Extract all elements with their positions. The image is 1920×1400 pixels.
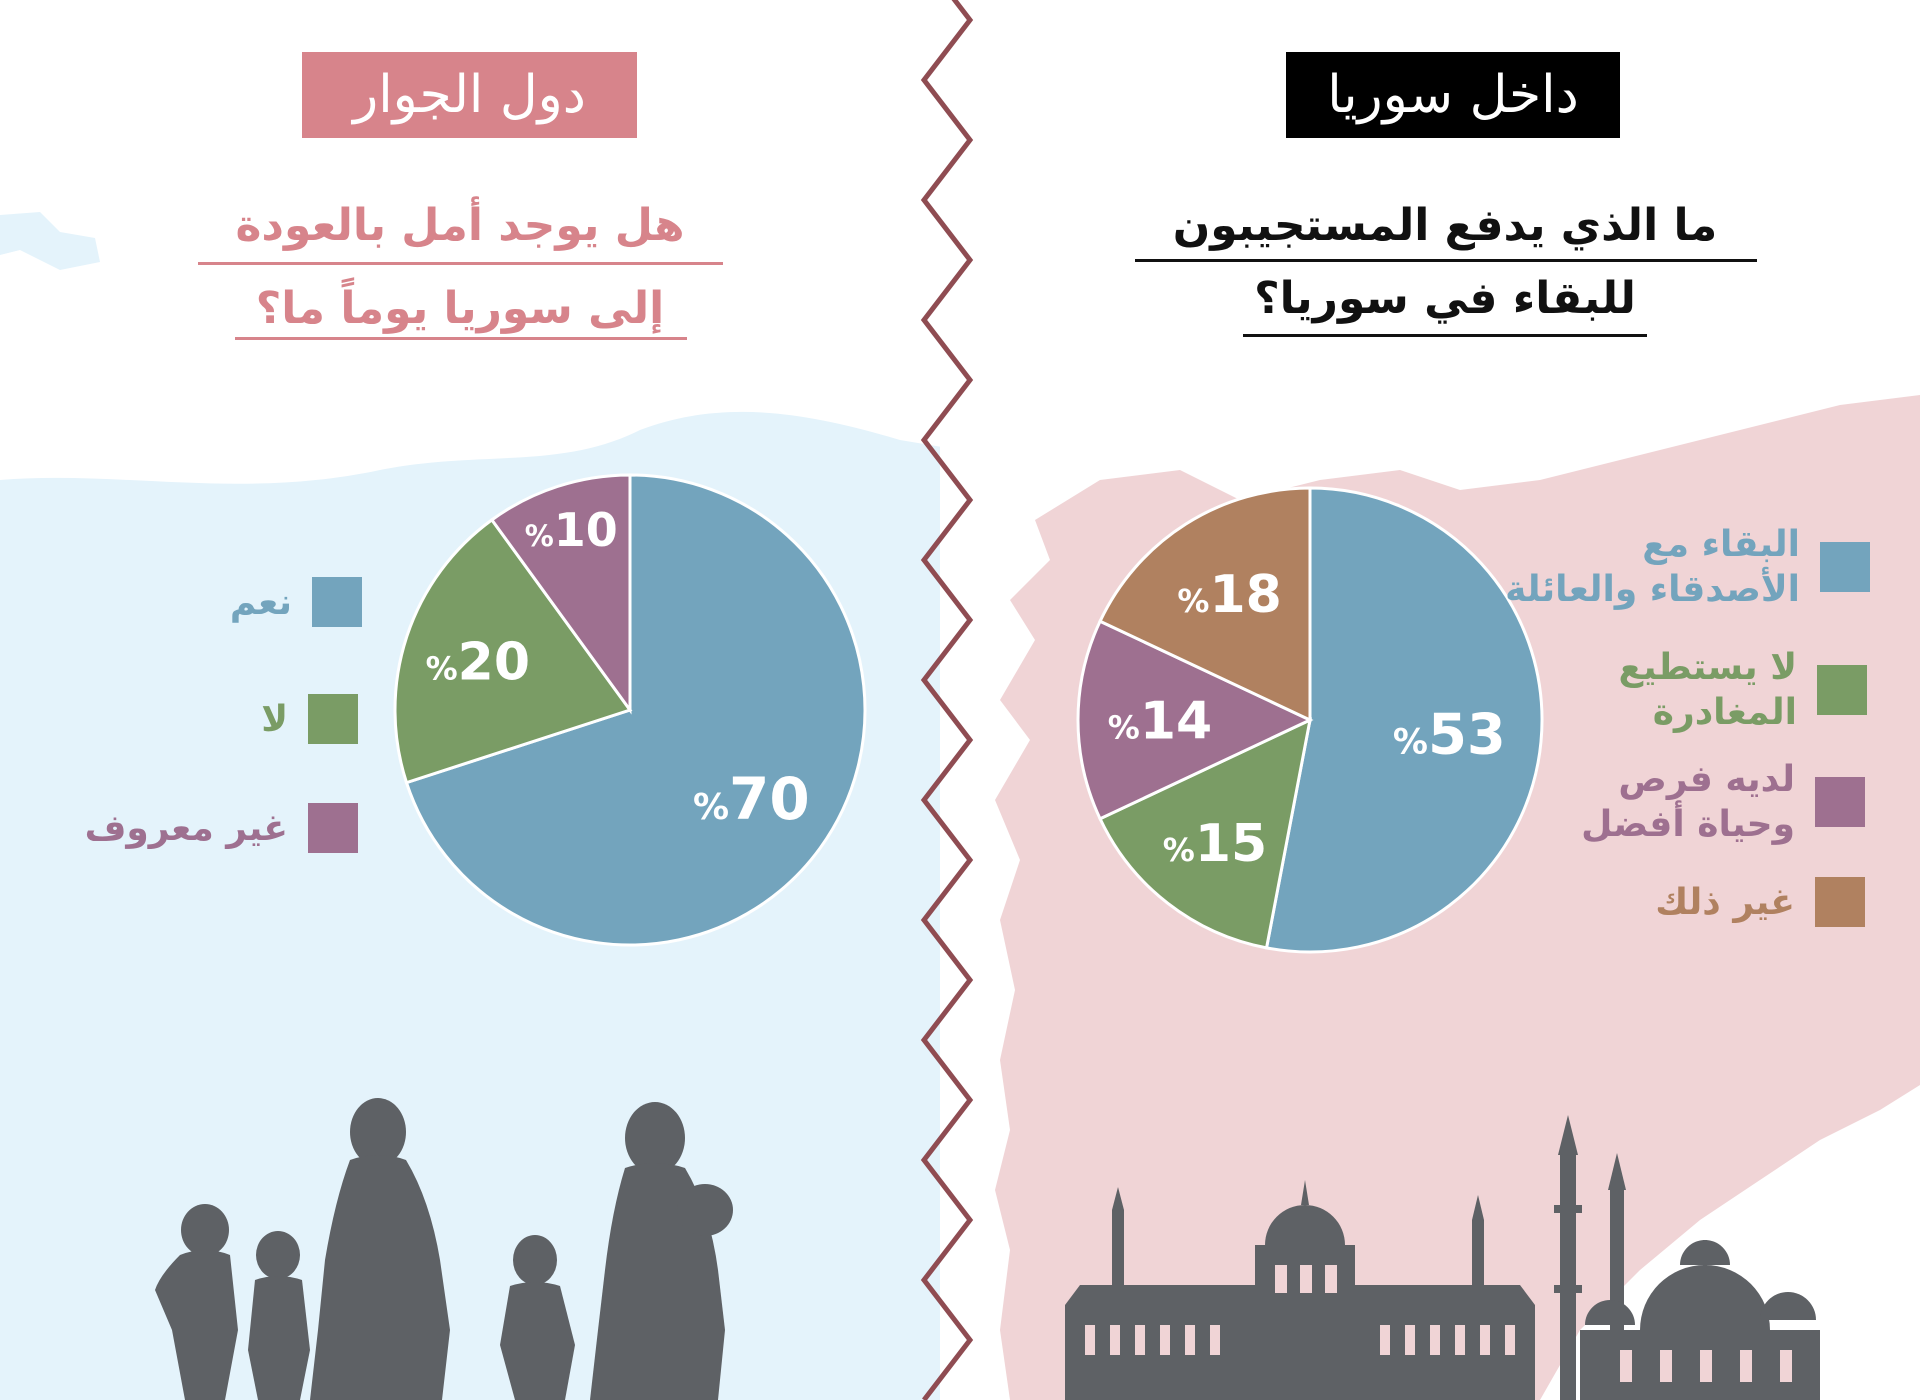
legend-item-no: لا xyxy=(261,694,358,744)
pie-data-label-1: %15 xyxy=(1163,814,1267,874)
right-question-underline-1 xyxy=(1135,259,1757,262)
pie-data-label-2: %14 xyxy=(1108,692,1212,752)
pie-slice-1 xyxy=(393,517,633,785)
left-panel-header: دول الجوار xyxy=(302,52,637,138)
left-island-shape xyxy=(0,212,100,270)
pie-slice-3 xyxy=(1098,486,1312,723)
legend-label-friends-family-line-1: البقاء مع xyxy=(1642,524,1800,565)
percent-sign: % xyxy=(1163,831,1195,869)
legend-item-friends-family: البقاء مع الأصدقاء والعائلة xyxy=(1505,522,1870,612)
right-panel-header: داخل سوريا xyxy=(1286,52,1620,138)
legend-label-cannot-leave-line-1: لا يستطيع xyxy=(1618,647,1797,688)
pie-slice-0 xyxy=(404,473,867,947)
legend-swatch-cannot-leave xyxy=(1817,665,1867,715)
pie-slice-0 xyxy=(1264,486,1544,954)
legend-label-unknown: غير معروف xyxy=(84,807,288,849)
legend-swatch-better-life xyxy=(1815,777,1865,827)
legend-swatch-unknown xyxy=(308,803,358,853)
legend-swatch-yes xyxy=(312,577,362,627)
legend-label-friends-family-line-2: الأصدقاء والعائلة xyxy=(1505,569,1800,610)
percent-sign: % xyxy=(1393,722,1428,762)
legend-label-friends-family: البقاء مع الأصدقاء والعائلة xyxy=(1505,522,1800,612)
legend-item-cannot-leave: لا يستطيع المغادرة xyxy=(1618,645,1867,735)
legend-label-better-life: لديه فرص وحياة أفضل xyxy=(1581,757,1795,847)
zigzag-divider xyxy=(920,0,974,1400)
pie-slice-2 xyxy=(1076,619,1314,821)
percent-sign: % xyxy=(693,787,729,828)
pie-data-label-1: %20 xyxy=(426,632,530,692)
pie-data-label-0: %53 xyxy=(1393,702,1506,767)
percent-sign: % xyxy=(525,519,554,553)
legend-label-no: لا xyxy=(261,698,288,740)
pie-value: 15 xyxy=(1195,814,1267,874)
legend-label-other: غير ذلك xyxy=(1655,881,1795,923)
legend-swatch-other xyxy=(1815,877,1865,927)
pie-chart-stay-reasons: %53%15%14%18 xyxy=(1076,486,1544,954)
pie-slice-2 xyxy=(489,473,632,715)
right-question-line-2: للبقاء في سوريا؟ xyxy=(1254,273,1636,324)
legend-swatch-friends-family xyxy=(1820,542,1870,592)
right-question-line-1: ما الذي يدفع المستجيبون xyxy=(1172,200,1718,251)
pie-data-label-3: %18 xyxy=(1177,565,1281,625)
legend-item-unknown: غير معروف xyxy=(85,803,358,853)
legend-swatch-no xyxy=(308,694,358,744)
legend-item-yes: نعم xyxy=(230,577,362,627)
pie-value: 70 xyxy=(729,765,810,833)
mosque-skyline-silhouette xyxy=(1065,1115,1820,1400)
left-question-line-1: هل يوجد أمل بالعودة xyxy=(235,200,685,251)
legend-item-other: غير ذلك xyxy=(1655,877,1865,927)
legend-label-better-life-line-2: وحياة أفضل xyxy=(1581,804,1795,845)
legend-item-better-life: لديه فرص وحياة أفضل xyxy=(1581,757,1865,847)
pie-value: 10 xyxy=(554,503,618,557)
legend-label-yes: نعم xyxy=(229,581,292,623)
pie-data-label-2: %10 xyxy=(525,503,618,557)
legend-label-better-life-line-1: لديه فرص xyxy=(1618,759,1795,800)
percent-sign: % xyxy=(1177,582,1209,620)
pie-slice-1 xyxy=(1098,717,1313,950)
pie-value: 53 xyxy=(1428,702,1506,767)
legend-label-cannot-leave: لا يستطيع المغادرة xyxy=(1618,645,1797,735)
pie-chart-return-hope: %70%20%10 xyxy=(393,473,867,947)
pie-value: 14 xyxy=(1140,692,1212,752)
left-question-line-2: إلى سوريا يوماً ما؟ xyxy=(255,283,665,334)
pie-value: 20 xyxy=(458,632,530,692)
percent-sign: % xyxy=(426,649,458,687)
right-question-underline-2 xyxy=(1243,334,1647,337)
left-question-underline-1 xyxy=(198,262,723,265)
pie-value: 18 xyxy=(1209,565,1281,625)
pie-data-label-0: %70 xyxy=(693,765,810,833)
left-question-underline-2 xyxy=(235,337,687,340)
refugee-family-silhouette xyxy=(155,1098,733,1400)
legend-label-cannot-leave-line-2: المغادرة xyxy=(1652,692,1797,733)
percent-sign: % xyxy=(1108,709,1140,747)
